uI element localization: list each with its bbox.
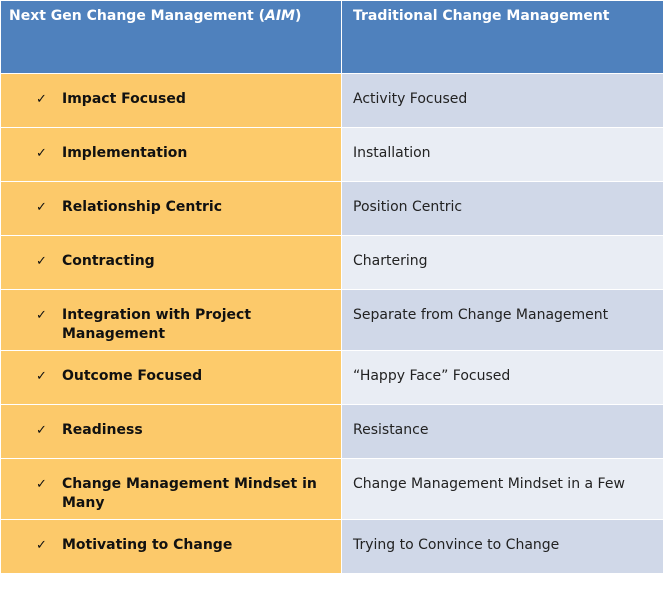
traditional-cell: “Happy Face” Focused bbox=[342, 351, 663, 404]
header-next-gen-suffix: ) bbox=[295, 8, 302, 24]
next-gen-cell: ✓ Readiness bbox=[1, 405, 342, 458]
comparison-table: Next Gen Change Management (AIM) Traditi… bbox=[1, 1, 663, 574]
next-gen-label: Outcome Focused bbox=[62, 368, 203, 384]
table-header-row: Next Gen Change Management (AIM) Traditi… bbox=[1, 1, 663, 74]
traditional-cell: Resistance bbox=[342, 405, 663, 458]
check-icon: ✓ bbox=[36, 146, 47, 161]
next-gen-cell: ✓ Motivating to Change bbox=[1, 520, 342, 573]
next-gen-cell: ✓ Outcome Focused bbox=[1, 351, 342, 404]
table-row: ✓ Impact Focused Activity Focused bbox=[1, 74, 663, 128]
next-gen-label: Motivating to Change bbox=[62, 537, 233, 553]
table-row: ✓ Integration with Project Management Se… bbox=[1, 290, 663, 351]
table-row: ✓ Relationship Centric Position Centric bbox=[1, 182, 663, 236]
header-next-gen-italic: AIM bbox=[265, 8, 295, 24]
table-row: ✓ Implementation Installation bbox=[1, 128, 663, 182]
next-gen-cell: ✓ Change Management Mindset in Many bbox=[1, 459, 342, 519]
next-gen-cell: ✓ Contracting bbox=[1, 236, 342, 289]
check-icon: ✓ bbox=[36, 538, 47, 553]
traditional-cell: Installation bbox=[342, 128, 663, 181]
traditional-cell: Position Centric bbox=[342, 182, 663, 235]
traditional-cell: Change Management Mindset in a Few bbox=[342, 459, 663, 519]
header-traditional: Traditional Change Management bbox=[342, 1, 663, 73]
check-icon: ✓ bbox=[36, 308, 47, 323]
header-next-gen-prefix: Next Gen Change Management ( bbox=[9, 8, 266, 24]
check-icon: ✓ bbox=[36, 423, 47, 438]
table-row: ✓ Readiness Resistance bbox=[1, 405, 663, 459]
next-gen-label: Integration with Project Management bbox=[62, 307, 252, 342]
check-icon: ✓ bbox=[36, 92, 47, 107]
next-gen-label: Readiness bbox=[62, 422, 143, 438]
table-row: ✓ Motivating to Change Trying to Convinc… bbox=[1, 520, 663, 574]
traditional-cell: Separate from Change Management bbox=[342, 290, 663, 350]
table-row: ✓ Contracting Chartering bbox=[1, 236, 663, 290]
traditional-cell: Chartering bbox=[342, 236, 663, 289]
check-icon: ✓ bbox=[36, 200, 47, 215]
next-gen-label: Relationship Centric bbox=[62, 199, 223, 215]
check-icon: ✓ bbox=[36, 369, 47, 384]
next-gen-label: Implementation bbox=[62, 145, 188, 161]
next-gen-cell: ✓ Relationship Centric bbox=[1, 182, 342, 235]
table-row: ✓ Change Management Mindset in Many Chan… bbox=[1, 459, 663, 520]
next-gen-cell: ✓ Implementation bbox=[1, 128, 342, 181]
traditional-cell: Activity Focused bbox=[342, 74, 663, 127]
check-icon: ✓ bbox=[36, 477, 47, 492]
next-gen-label: Impact Focused bbox=[62, 91, 186, 107]
table-row: ✓ Outcome Focused “Happy Face” Focused bbox=[1, 351, 663, 405]
next-gen-label: Change Management Mindset in Many bbox=[62, 476, 317, 511]
header-next-gen: Next Gen Change Management (AIM) bbox=[1, 1, 342, 73]
traditional-cell: Trying to Convince to Change bbox=[342, 520, 663, 573]
next-gen-label: Contracting bbox=[62, 253, 155, 269]
next-gen-cell: ✓ Integration with Project Management bbox=[1, 290, 342, 350]
check-icon: ✓ bbox=[36, 254, 47, 269]
next-gen-cell: ✓ Impact Focused bbox=[1, 74, 342, 127]
